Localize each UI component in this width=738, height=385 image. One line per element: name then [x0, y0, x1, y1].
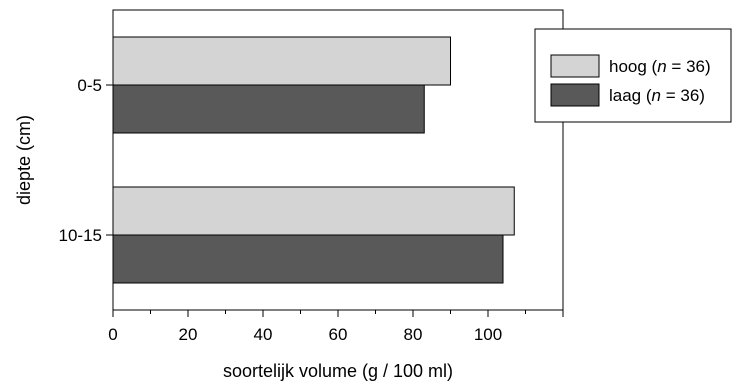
x-axis-title: soortelijk volume (g / 100 ml)	[223, 361, 453, 381]
bar-laag-10-15	[112, 234, 504, 284]
x-tick-label: 0	[108, 325, 117, 344]
x-tick-label: 40	[254, 325, 273, 344]
legend: hoog (n = 36) laag (n = 36)	[534, 28, 732, 123]
y-tick-label: 10-15	[59, 226, 102, 245]
x-tick-label: 100	[474, 325, 502, 344]
legend-swatch-laag	[550, 83, 600, 107]
bar-hoog-0-5	[112, 36, 451, 86]
bar-hoog-10-15	[112, 186, 515, 236]
y-axis: 0-5 10-15	[59, 76, 113, 245]
x-tick-label: 80	[404, 325, 423, 344]
legend-label-hoog: hoog (n = 36)	[609, 57, 711, 76]
y-tick-label: 0-5	[77, 76, 102, 95]
legend-swatch-hoog	[550, 54, 600, 78]
bars-group	[112, 36, 515, 284]
x-tick-label: 20	[179, 325, 198, 344]
x-axis: 0 20 40 60 80 100	[108, 310, 564, 344]
bar-laag-0-5	[112, 84, 425, 134]
y-axis-title: diepte (cm)	[14, 115, 34, 205]
x-tick-label: 60	[329, 325, 348, 344]
legend-label-laag: laag (n = 36)	[609, 86, 705, 105]
